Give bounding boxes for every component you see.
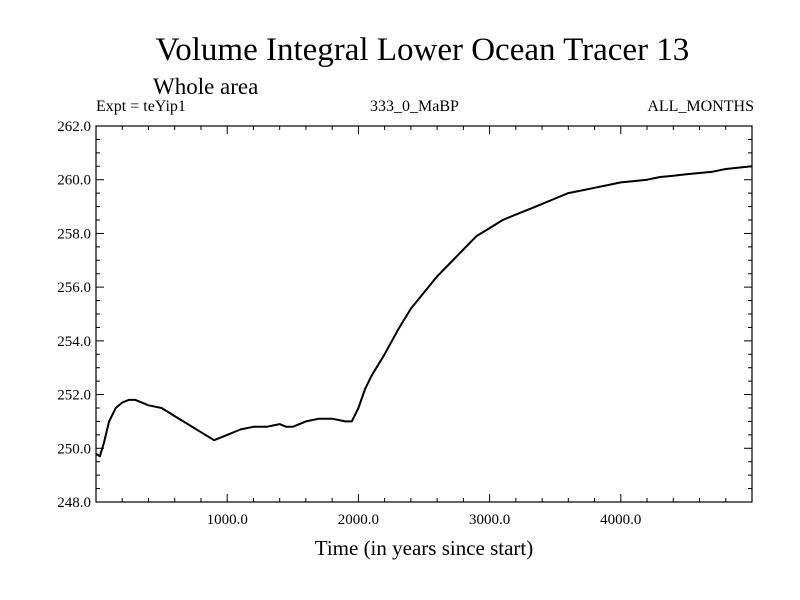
plot-frame	[95, 125, 753, 503]
x-axis-label: Time (in years since start)	[314, 536, 534, 560]
data-line	[95, 165, 753, 458]
y-tick-label: 260.0	[57, 173, 91, 189]
x-tick-label: 1000.0	[207, 512, 248, 528]
y-tick-label: 254.0	[57, 334, 91, 350]
y-tick-label: 256.0	[57, 280, 91, 296]
y-tick-label: 250.0	[57, 441, 91, 457]
experiment-label: Expt = teYip1	[96, 98, 186, 115]
months-label: ALL_MONTHS	[647, 98, 754, 115]
x-tick-label: 3000.0	[469, 512, 510, 528]
period-label: 333_0_MaBP	[370, 98, 459, 115]
y-tick-label: 248.0	[57, 495, 91, 511]
y-tick-label: 262.0	[57, 119, 91, 135]
y-tick-label: 258.0	[57, 226, 91, 242]
axis-ticks	[95, 125, 753, 503]
tick-labels: 248.0 250.0 252.0 254.0 256.0 258.0 260.0 262.0…	[57, 119, 641, 528]
x-tick-label: 2000.0	[338, 512, 379, 528]
chart-subtitle: Whole area	[153, 74, 259, 99]
chart-title: Volume Integral Lower Ocean Tracer 13	[155, 32, 690, 68]
y-tick-label: 252.0	[57, 388, 91, 404]
x-tick-label: 4000.0	[600, 512, 641, 528]
